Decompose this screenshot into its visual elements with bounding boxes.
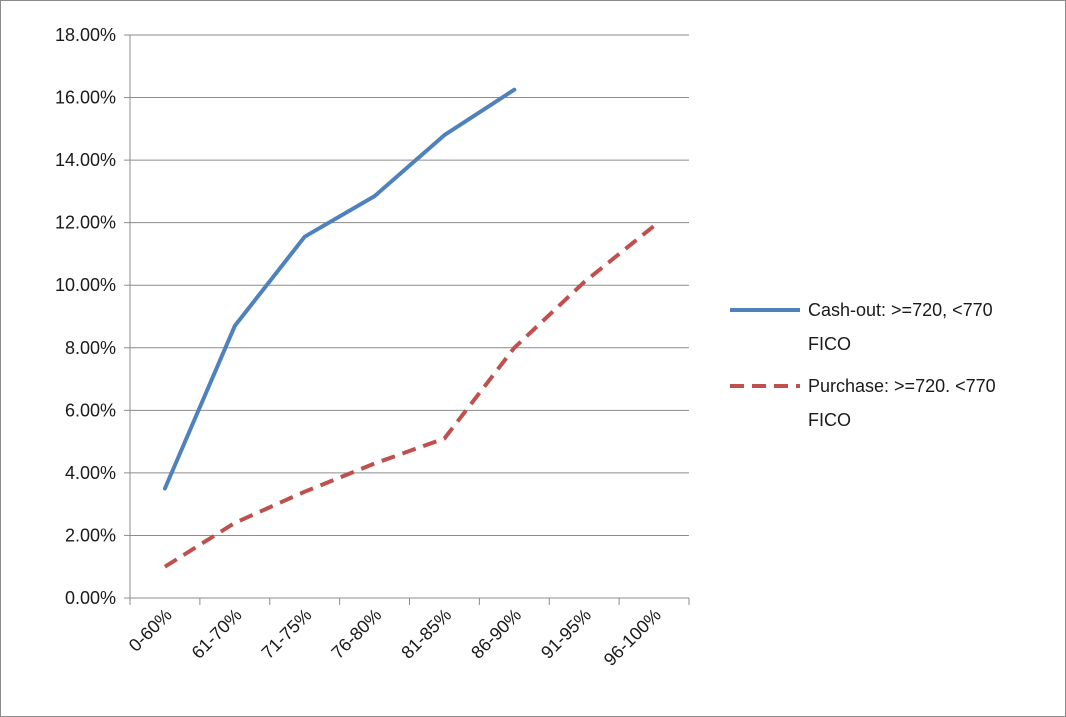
legend: Cash-out: >=720, <770 FICO Purchase: >=720…: [730, 300, 996, 430]
x-tick-label: 71-75%: [258, 605, 316, 663]
x-tick-label: 61-70%: [188, 605, 246, 663]
y-tick-label: 4.00%: [65, 463, 116, 483]
y-tick-label: 6.00%: [65, 400, 116, 420]
x-tick-label: 96-100%: [600, 605, 665, 670]
x-tick-label: 76-80%: [327, 605, 385, 663]
y-tick-label: 18.00%: [55, 25, 116, 45]
legend-label: Cash-out: >=720, <770: [808, 300, 993, 320]
axes: [129, 35, 689, 599]
y-tick-label: 2.00%: [65, 525, 116, 545]
x-tick-label: 86-90%: [467, 605, 525, 663]
gridlines: [130, 34, 689, 536]
y-tick-label: 12.00%: [55, 213, 116, 233]
series-line-cash-out: [162, 87, 517, 491]
y-axis-ticks: 0.00% 2.00% 4.00% 6.00% 8.00% 10.00% 12.00% 14.…: [55, 25, 130, 608]
legend-label: Purchase: >=720. <770: [808, 376, 996, 396]
x-tick-label: 0-60%: [125, 605, 176, 656]
x-tick-label: 81-85%: [397, 605, 455, 663]
legend-label: FICO: [808, 410, 851, 430]
legend-label: FICO: [808, 334, 851, 354]
x-axis-ticks: 0-60% 61-70% 71-75% 76-80% 81-85% 86-90% 91-95…: [125, 598, 690, 670]
x-tick-label: 91-95%: [537, 605, 595, 663]
series-line-purchase: [163, 224, 656, 569]
y-tick-label: 14.00%: [55, 150, 116, 170]
y-tick-label: 10.00%: [55, 275, 116, 295]
y-tick-label: 8.00%: [65, 338, 116, 358]
y-tick-label: 0.00%: [65, 588, 116, 608]
y-tick-label: 16.00%: [55, 88, 116, 108]
series-lines: [162, 87, 656, 569]
